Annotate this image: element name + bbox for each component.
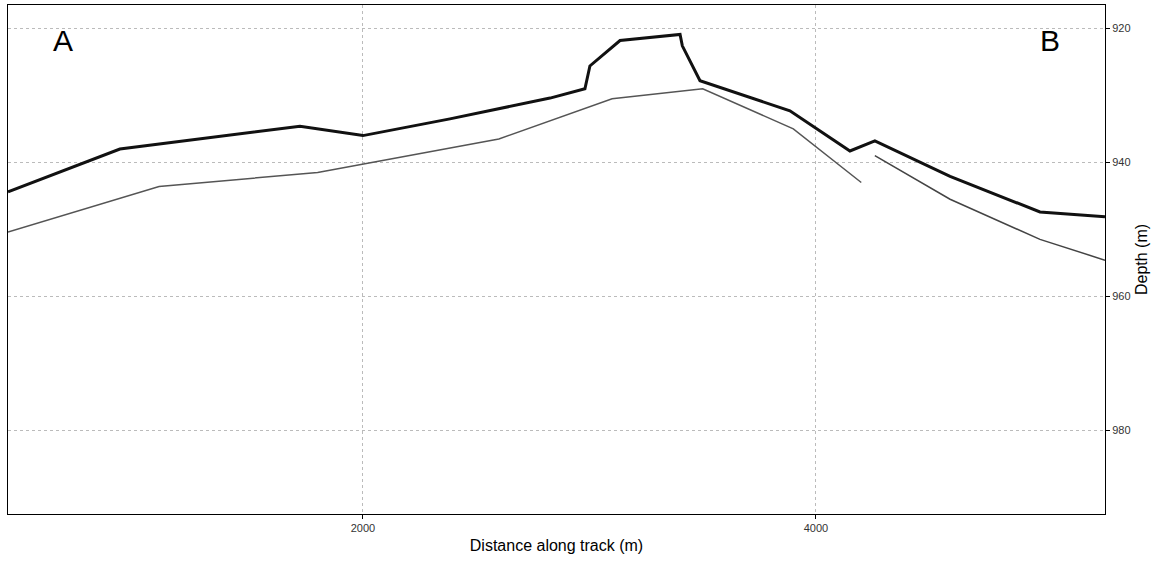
svg-text:980: 980 [1112,424,1130,436]
svg-text:2000: 2000 [351,522,375,534]
svg-text:4000: 4000 [804,522,828,534]
svg-text:Depth (m): Depth (m) [1133,224,1150,295]
svg-text:940: 940 [1112,156,1130,168]
svg-text:A: A [53,24,73,57]
svg-text:960: 960 [1112,290,1130,302]
svg-text:B: B [1040,24,1060,57]
svg-text:Distance along track (m): Distance along track (m) [470,537,643,554]
svg-text:920: 920 [1112,22,1130,34]
